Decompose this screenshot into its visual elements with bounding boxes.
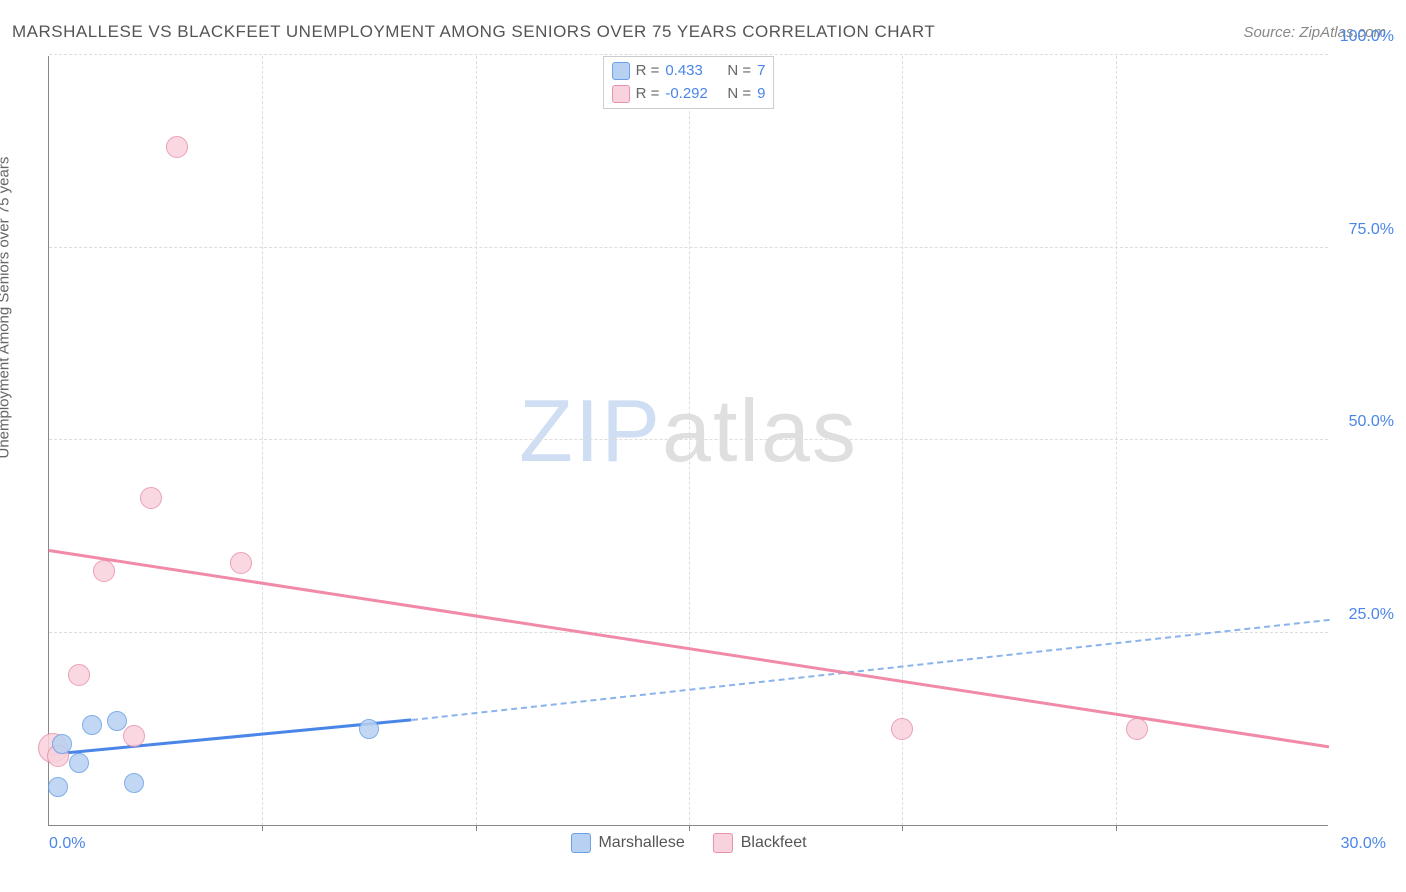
legend-n-label: N = [727,60,751,83]
x-tick-label-min: 0.0% [49,835,85,853]
gridline-h [49,54,1328,55]
plot-area: ZIPatlas 25.0%50.0%75.0%100.0%0.0%30.0%R… [48,56,1328,826]
data-point [230,552,252,574]
x-tick-label-max: 30.0% [1341,835,1386,853]
x-tick-mark [262,825,263,831]
legend-n-value: 9 [757,83,765,106]
legend-r-value: -0.292 [665,83,715,106]
trend-line [49,718,412,756]
data-point [69,753,89,773]
data-point [52,734,72,754]
x-tick-mark [902,825,903,831]
data-point [124,773,144,793]
data-point [93,560,115,582]
gridline-v [902,56,903,825]
series-legend-label: Marshallese [598,834,684,852]
gridline-v [689,56,690,825]
gridline-v [1116,56,1117,825]
series-legend-item: Marshallese [570,833,684,853]
correlation-legend-row: R = -0.292 N = 9 [612,83,766,106]
trend-line [412,619,1330,721]
x-tick-mark [689,825,690,831]
x-tick-mark [476,825,477,831]
legend-swatch [612,62,630,80]
data-point [82,715,102,735]
gridline-v [262,56,263,825]
data-point [166,136,188,158]
data-point [107,711,127,731]
series-legend: Marshallese Blackfeet [570,833,806,853]
data-point [891,718,913,740]
watermark-atlas: atlas [662,380,858,479]
chart-header: MARSHALLESE VS BLACKFEET UNEMPLOYMENT AM… [12,22,1386,42]
legend-r-label: R = [636,60,660,83]
correlation-legend: R = 0.433 N = 7 R = -0.292 N = 9 [603,56,775,109]
series-legend-item: Blackfeet [713,833,807,853]
data-point [140,487,162,509]
legend-n-label: N = [727,83,751,106]
data-point [68,664,90,686]
data-point [123,725,145,747]
data-point [359,719,379,739]
data-point [48,777,68,797]
chart-title: MARSHALLESE VS BLACKFEET UNEMPLOYMENT AM… [12,22,935,42]
y-axis-label: Unemployment Among Seniors over 75 years [0,157,13,459]
data-point [1126,718,1148,740]
series-legend-label: Blackfeet [741,834,807,852]
x-tick-mark [1116,825,1117,831]
legend-swatch [570,833,590,853]
legend-n-value: 7 [757,60,765,83]
watermark-zip: ZIP [519,380,662,479]
y-tick-label: 75.0% [1334,221,1394,239]
legend-r-value: 0.433 [665,60,715,83]
legend-r-label: R = [636,83,660,106]
legend-swatch [713,833,733,853]
y-tick-label: 25.0% [1334,606,1394,624]
correlation-legend-row: R = 0.433 N = 7 [612,60,766,83]
y-tick-label: 50.0% [1334,413,1394,431]
legend-swatch [612,85,630,103]
gridline-v [476,56,477,825]
y-tick-label: 100.0% [1334,28,1394,46]
